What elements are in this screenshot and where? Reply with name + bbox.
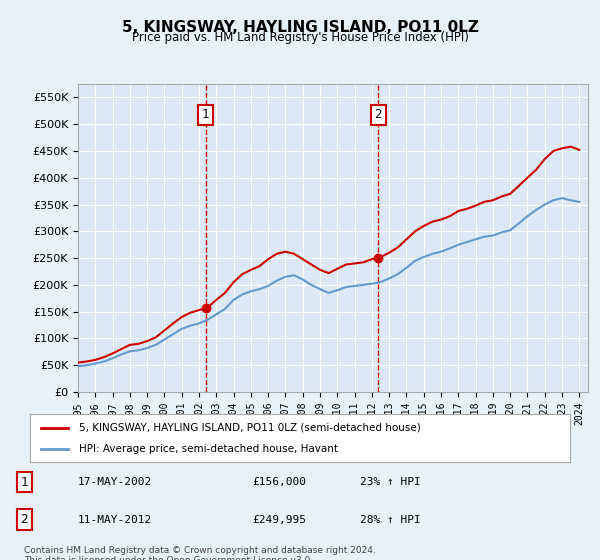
Text: Contains HM Land Registry data © Crown copyright and database right 2024.
This d: Contains HM Land Registry data © Crown c…: [24, 546, 376, 560]
Text: 23% ↑ HPI: 23% ↑ HPI: [360, 477, 421, 487]
Text: 5, KINGSWAY, HAYLING ISLAND, PO11 0LZ: 5, KINGSWAY, HAYLING ISLAND, PO11 0LZ: [122, 20, 478, 35]
Text: 11-MAY-2012: 11-MAY-2012: [78, 515, 152, 525]
Text: 1: 1: [202, 108, 209, 122]
Text: 17-MAY-2002: 17-MAY-2002: [78, 477, 152, 487]
Text: HPI: Average price, semi-detached house, Havant: HPI: Average price, semi-detached house,…: [79, 444, 338, 454]
Text: Price paid vs. HM Land Registry's House Price Index (HPI): Price paid vs. HM Land Registry's House …: [131, 31, 469, 44]
Text: 1: 1: [20, 475, 28, 488]
Text: 28% ↑ HPI: 28% ↑ HPI: [360, 515, 421, 525]
Text: £156,000: £156,000: [252, 477, 306, 487]
Text: 5, KINGSWAY, HAYLING ISLAND, PO11 0LZ (semi-detached house): 5, KINGSWAY, HAYLING ISLAND, PO11 0LZ (s…: [79, 423, 421, 433]
Text: £249,995: £249,995: [252, 515, 306, 525]
Text: 2: 2: [374, 108, 382, 122]
Text: 2: 2: [20, 513, 28, 526]
